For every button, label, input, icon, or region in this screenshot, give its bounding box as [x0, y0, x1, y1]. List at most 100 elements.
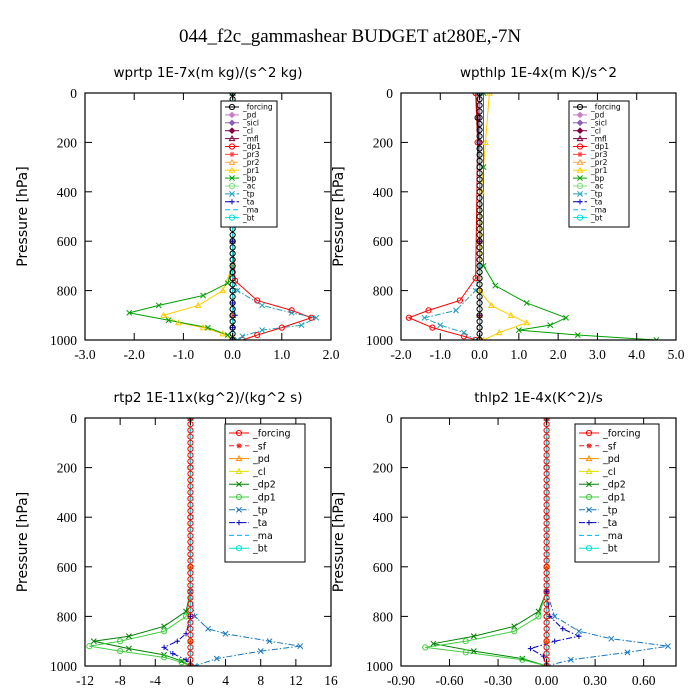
data-marker — [187, 613, 194, 620]
data-marker — [586, 481, 592, 488]
legend-entry: _pr3 — [242, 150, 260, 159]
data-marker — [577, 199, 583, 205]
data-marker — [543, 600, 550, 608]
x-tick-label: 8 — [257, 673, 264, 688]
y-axis-label: Pressure [hPa] — [331, 492, 347, 592]
data-marker — [576, 633, 582, 639]
data-marker — [577, 151, 583, 157]
x-tick-label: -2.0 — [124, 347, 146, 362]
axes-frame — [84, 92, 332, 341]
data-marker — [543, 526, 550, 533]
data-marker — [187, 514, 194, 521]
y-tick-label: 400 — [57, 185, 78, 200]
data-marker — [229, 287, 236, 294]
legend-entry: _cl — [590, 126, 601, 135]
data-marker — [543, 520, 550, 527]
data-marker — [228, 143, 236, 150]
legend-entry: _tp — [242, 190, 255, 199]
data-marker — [187, 644, 194, 651]
data-marker — [535, 613, 542, 620]
y-axis-label: Pressure [hPa] — [15, 492, 31, 592]
data-marker — [229, 175, 235, 182]
data-marker — [608, 635, 615, 642]
data-marker — [187, 650, 194, 657]
data-marker — [585, 545, 593, 552]
data-marker — [229, 324, 236, 331]
data-marker — [205, 625, 211, 632]
data-marker — [224, 280, 231, 287]
data-marker — [222, 630, 229, 637]
data-marker — [259, 327, 266, 334]
data-marker — [472, 275, 479, 282]
legend-entry: _dp2 — [602, 480, 626, 491]
data-marker — [585, 454, 593, 462]
data-marker — [229, 238, 236, 245]
series-line-dp2 — [433, 418, 548, 666]
series-line-bp — [483, 93, 657, 340]
data-marker — [543, 631, 550, 639]
data-marker — [543, 470, 550, 477]
data-marker — [235, 545, 243, 552]
data-marker — [543, 588, 550, 595]
data-marker — [229, 281, 236, 288]
data-marker — [187, 483, 194, 490]
data-marker — [543, 637, 551, 644]
legend-entry: _pr1 — [590, 166, 608, 175]
data-marker — [161, 644, 167, 650]
data-marker — [425, 307, 432, 314]
legend-entry: _bt — [242, 213, 255, 222]
data-marker — [543, 650, 550, 657]
legend-entry: _forcing — [252, 429, 291, 440]
data-marker — [187, 532, 194, 539]
data-marker — [200, 292, 207, 299]
data-marker — [228, 214, 236, 221]
legend-entry: _ma — [242, 205, 259, 214]
y-tick-label: 1000 — [50, 333, 77, 348]
y-tick-label: 400 — [373, 510, 394, 525]
data-marker — [187, 600, 194, 608]
data-marker — [187, 458, 194, 465]
data-marker — [187, 569, 194, 577]
data-marker — [187, 445, 194, 453]
y-tick-label: 0 — [70, 411, 77, 426]
data-marker — [492, 282, 499, 289]
plot-area — [86, 418, 304, 666]
x-tick-label: 0.60 — [632, 673, 656, 688]
data-marker — [228, 127, 236, 135]
x-tick-label: 0.30 — [583, 673, 607, 688]
data-marker — [236, 443, 242, 449]
data-marker — [228, 119, 236, 127]
series-line-ta — [529, 418, 581, 666]
data-marker — [476, 194, 483, 202]
axes-frame — [400, 417, 677, 667]
data-marker — [187, 638, 194, 645]
data-marker — [313, 314, 320, 321]
legend-entry: _pr2 — [242, 158, 260, 167]
data-marker — [187, 464, 194, 471]
series-line-dp1 — [232, 93, 313, 340]
data-marker — [543, 638, 550, 645]
data-marker — [476, 120, 483, 127]
legend-entry: _ta — [590, 198, 602, 207]
legend-entry: _pr2 — [590, 158, 608, 167]
data-marker — [476, 176, 483, 183]
x-tick-label: -12 — [76, 673, 94, 688]
legend-entry: _ma — [590, 205, 607, 214]
data-marker — [187, 582, 194, 589]
data-marker — [235, 429, 243, 437]
data-marker — [476, 157, 483, 165]
data-marker — [297, 643, 304, 650]
data-marker — [187, 520, 194, 527]
data-marker — [547, 322, 554, 329]
legend-entry: _sf — [602, 441, 617, 452]
legend: _forcing_pd_sicl_cl_mfl_dp1_pr3_pr2_pr1_… — [568, 100, 630, 228]
data-marker — [519, 655, 526, 662]
data-marker — [161, 623, 168, 630]
data-marker — [476, 108, 483, 115]
data-marker — [460, 333, 467, 340]
data-marker — [476, 207, 483, 214]
x-tick-label: -8 — [115, 673, 126, 688]
axes-frame — [400, 92, 677, 341]
panel-title: rtp2 1E-11x(kg^2)/(kg^2 s) — [114, 390, 303, 406]
data-marker — [187, 613, 194, 619]
